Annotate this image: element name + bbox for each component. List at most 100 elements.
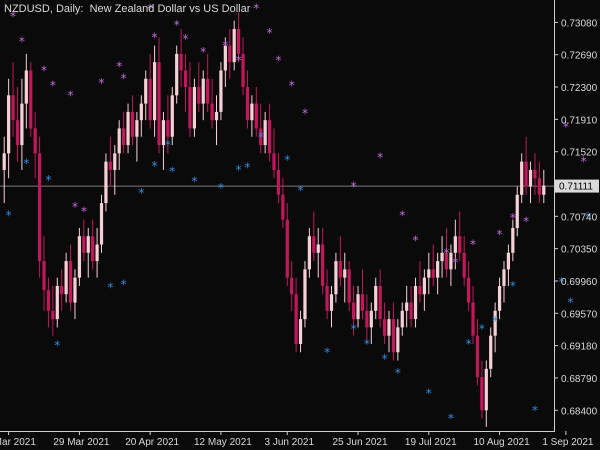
candle-body [431, 269, 435, 278]
buy-signal-star-icon: * [45, 173, 51, 187]
candle [418, 261, 422, 303]
candle [329, 285, 334, 328]
candle [369, 302, 373, 344]
candle [117, 120, 121, 170]
candle-body [15, 120, 20, 146]
time-tick-label: 1 Sep 2021 [542, 437, 594, 448]
candle [228, 29, 232, 79]
candle-body [46, 290, 51, 311]
candle [82, 219, 86, 262]
candle-body [55, 285, 59, 320]
candle-body [91, 236, 95, 262]
candle-body [312, 236, 316, 253]
sell-signal-star-icon: * [470, 238, 476, 252]
sell-signal-star-icon: * [399, 209, 405, 223]
candle [250, 95, 254, 137]
candle-body [175, 53, 179, 96]
candle-body [365, 310, 369, 328]
candle-body [144, 78, 148, 104]
candle [68, 244, 73, 311]
candle-body [515, 194, 519, 228]
time-tick-label: 29 Mar 2021 [53, 437, 110, 448]
candle-body [338, 261, 342, 278]
buy-signal-star-icon: * [466, 337, 472, 351]
time-tick-label: 20 Apr 2021 [125, 437, 179, 448]
sell-signal-star-icon: * [41, 63, 47, 77]
sell-signal-star-icon: * [99, 76, 105, 90]
candle-body [471, 302, 475, 336]
buy-signal-star-icon: * [284, 153, 290, 167]
sell-signal-star-icon: * [289, 78, 295, 92]
candle [515, 186, 519, 237]
candle [192, 78, 197, 137]
candle [431, 244, 435, 286]
candle [312, 211, 316, 262]
candle-body [321, 244, 325, 286]
time-tick-label: 12 May 2021 [194, 437, 252, 448]
candle-body [254, 103, 258, 129]
sell-signal-star-icon: * [413, 233, 419, 247]
sell-signal-star-icon: * [581, 155, 587, 169]
buy-signal-star-icon: * [298, 184, 304, 198]
candle-body [528, 169, 533, 187]
candle-body [436, 261, 440, 278]
candle [95, 227, 99, 278]
sell-signal-star-icon: * [523, 214, 529, 228]
candle [73, 269, 77, 320]
candle-body [542, 185, 546, 195]
candle [175, 45, 179, 104]
candle [325, 269, 329, 320]
buy-signal-star-icon: * [107, 281, 113, 295]
candle [51, 285, 55, 336]
candle [374, 277, 378, 320]
price-tick-label: 0.69960 [561, 277, 598, 288]
candle [281, 178, 285, 228]
candle [179, 29, 183, 88]
candle-body [33, 128, 37, 154]
buy-signal-star-icon: * [448, 412, 454, 426]
buy-signal-star-icon: * [23, 156, 29, 170]
candle [99, 194, 104, 253]
candle-body [210, 103, 214, 121]
candle-body [51, 310, 55, 320]
candle [422, 269, 426, 311]
candle [126, 103, 130, 154]
sell-signal-star-icon: * [200, 45, 206, 59]
candle-body [458, 236, 462, 253]
candle [245, 70, 250, 129]
candle-body [245, 87, 250, 121]
buy-signal-star-icon: * [54, 339, 60, 353]
candle-body [334, 261, 338, 295]
candle [409, 285, 413, 328]
candle-body [537, 178, 541, 195]
candle-body [250, 103, 254, 121]
buy-signal-star-icon: * [382, 352, 388, 366]
sell-signal-star-icon: * [81, 204, 87, 218]
candle [316, 227, 320, 278]
candle [475, 319, 480, 386]
candle-body [201, 78, 205, 104]
candle [285, 203, 289, 286]
price-tick-label: 0.70350 [561, 245, 598, 256]
sell-signal-star-icon: * [302, 107, 308, 121]
candle-body [267, 120, 272, 154]
candle [449, 244, 453, 286]
candle [356, 285, 360, 328]
candle [161, 111, 166, 170]
candle-body [400, 310, 404, 328]
time-tick-label: 10 Aug 2021 [473, 437, 530, 448]
candle [458, 211, 462, 262]
candle [351, 285, 356, 336]
time-tick-label: 25 Jun 2021 [333, 437, 388, 448]
candle [29, 62, 33, 137]
candle-body [347, 269, 351, 303]
candle [347, 261, 351, 311]
candle-body [223, 45, 227, 71]
candle [197, 62, 201, 112]
candle-body [113, 153, 117, 170]
buy-signal-star-icon: * [152, 159, 158, 173]
candle-body [369, 310, 373, 328]
candle [382, 302, 387, 344]
candle-body [104, 161, 108, 204]
